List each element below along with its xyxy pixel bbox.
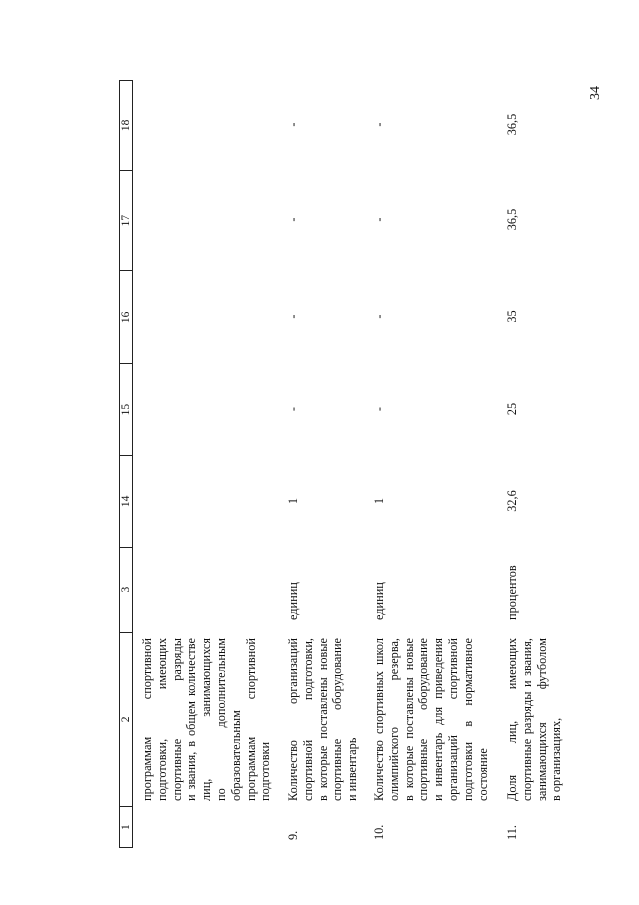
indicator-line: подготовки — [258, 741, 273, 801]
header-col-16: 16 — [120, 270, 132, 364]
header-col-18: 18 — [120, 119, 132, 132]
indicator-line: образовательным — [228, 710, 243, 801]
indicator-line: лиц, занимающихся — [199, 638, 214, 801]
header-col-17: 17 — [120, 169, 132, 271]
value-cell — [140, 169, 273, 270]
indicator-line: программам спортивной — [243, 638, 258, 801]
indicator-line: занимающихся футболом — [534, 638, 549, 801]
header-col-15: 15 — [120, 363, 132, 456]
table-row: программам спортивной подготовки, имеющих… — [140, 80, 273, 848]
indicator-line: организаций спортивной — [445, 638, 460, 801]
value-cell: - — [286, 217, 300, 222]
header-col-3: 3 — [120, 546, 132, 632]
value-cell: 36,5 — [505, 113, 519, 136]
value-cell: - — [286, 406, 300, 412]
indicator-line: спортивные оборудование — [416, 638, 431, 801]
value-cell: - — [372, 406, 386, 412]
value-cell — [140, 80, 273, 169]
indicator-line: в организациях, — [549, 717, 564, 801]
header-col-2: 2 — [120, 631, 132, 807]
indicator-name: программам спортивной подготовки, имеющих… — [140, 632, 273, 807]
value-cell: 36,5 — [505, 208, 519, 231]
header-col-14: 14 — [120, 455, 132, 547]
indicator-line: подготовки в нормативное — [460, 638, 475, 801]
indicator-line: состояние — [475, 748, 490, 801]
indicator-line: по дополнительным — [213, 638, 228, 801]
indicator-line: спортивные оборудование — [330, 638, 345, 801]
indicator-name: Количество организаций спортивной подгото… — [286, 632, 360, 807]
value-cell — [140, 363, 273, 455]
value-cell: 32,6 — [505, 490, 519, 512]
indicator-line: и звания, в общем количестве — [184, 638, 199, 801]
value-cell: - — [286, 314, 300, 319]
indicator-line: Доля лиц, имеющих — [505, 638, 519, 801]
table-header: 1 2 3 14 15 16 17 18 — [119, 80, 133, 848]
header-col-1: 1 — [120, 806, 132, 847]
row-number: 9. — [286, 830, 300, 840]
value-cell: 25 — [505, 402, 519, 416]
value-cell: 35 — [505, 310, 519, 323]
row-number — [140, 807, 273, 848]
table-row: 9. Количество организаций спортивной подго… — [286, 80, 360, 848]
value-cell — [140, 270, 273, 363]
indicator-line: и инвентарь — [345, 737, 360, 801]
page-number: 34 — [588, 86, 603, 100]
value-cell: - — [286, 122, 300, 127]
unit: процентов — [505, 565, 519, 620]
indicator-line: олимпийского резерва, — [386, 638, 401, 801]
indicator-line: спортивной подготовки, — [300, 638, 315, 801]
value-cell: - — [372, 314, 386, 319]
row-number: 11. — [505, 825, 519, 840]
indicator-line: Количество спортивных школ — [372, 638, 386, 801]
indicator-line: Количество организаций — [286, 638, 300, 801]
indicator-line: спортивные разряды — [169, 638, 184, 801]
indicator-line: подготовки, имеющих — [154, 638, 169, 801]
row-number: 10. — [372, 824, 386, 840]
value-cell: - — [372, 217, 386, 222]
indicator-line: программам спортивной — [140, 638, 154, 801]
indicator-line: спортивные разряды и звания, — [519, 638, 534, 801]
value-cell: 1 — [372, 497, 386, 505]
indicator-line: и инвентарь для приведения — [431, 638, 446, 801]
table-row: 10. Количество спортивных школ олимпийског… — [372, 80, 490, 848]
value-cell: - — [372, 122, 386, 127]
table-row: 11. Доля лиц, имеющих спортивные разряды и… — [505, 80, 564, 848]
value-cell: 1 — [286, 497, 300, 505]
unit: единиц — [372, 582, 386, 620]
value-cell — [140, 455, 273, 547]
indicator-name: Количество спортивных школ олимпийского р… — [372, 632, 490, 807]
indicator-name: Доля лиц, имеющих спортивные разряды и зв… — [505, 632, 564, 807]
indicator-line: в которые поставлены новые — [401, 638, 416, 801]
unit — [140, 547, 273, 632]
indicator-line: в которые поставлены новые — [315, 638, 330, 801]
unit: единиц — [286, 582, 300, 620]
